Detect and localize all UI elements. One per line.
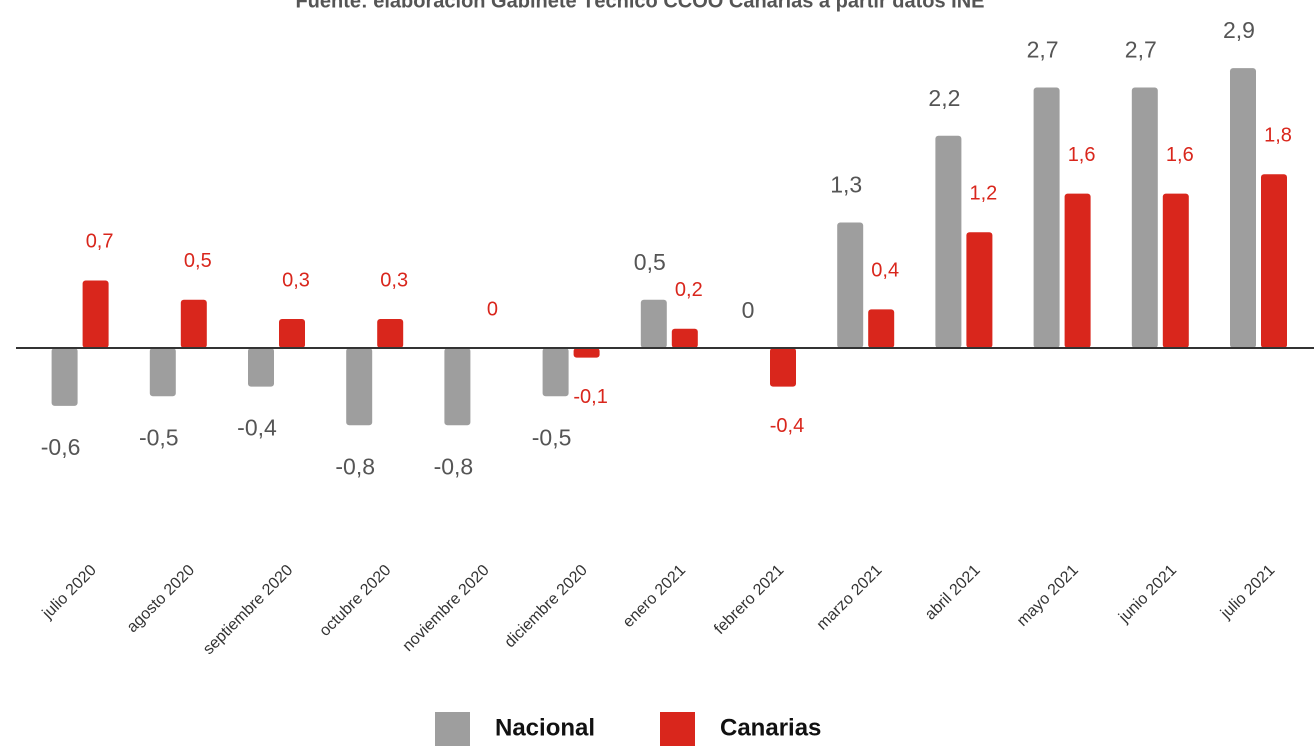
data-label: 1,6 [1166,144,1194,166]
bar [1064,193,1091,348]
data-label: 2,2 [928,85,960,111]
x-tick-label: noviembre 2020 [400,562,493,655]
bar [51,348,78,406]
bar [1230,68,1256,349]
legend-swatch [660,712,695,746]
data-label: -0,6 [41,434,81,460]
bar [1033,87,1060,348]
bar [149,348,176,397]
bar [868,309,895,348]
data-label: -0,8 [434,453,474,479]
data-label: 1,6 [1068,144,1096,166]
data-label: -0,4 [770,415,804,437]
bar [279,319,305,348]
x-tick-label: octubre 2020 [316,562,394,640]
data-label: -0,5 [532,424,572,450]
bar [1261,174,1287,348]
bar [346,348,373,426]
data-label: 1,2 [969,182,997,204]
data-label: -0,5 [139,424,179,450]
data-label: 0,5 [184,250,212,272]
legend-swatch [435,712,470,746]
x-tick-label: marzo 2021 [814,562,886,634]
bar [770,348,796,387]
x-tick-label: abril 2021 [922,562,984,624]
data-label: 0,7 [86,231,114,253]
data-label: 0 [742,297,755,323]
x-tick-label: mayo 2021 [1014,562,1082,630]
bar [180,299,207,348]
bar [1162,193,1189,348]
bar [377,319,404,348]
x-tick-label: febrero 2021 [711,562,787,638]
data-label: 0,3 [380,269,408,291]
data-label: 0,5 [634,249,666,275]
x-tick-label: septiembre 2020 [200,562,296,658]
bar [1131,87,1158,348]
data-label: 0,3 [282,269,310,291]
bar [837,222,864,348]
data-label: 2,7 [1125,37,1157,63]
x-tick-label: julio 2021 [1217,562,1278,623]
chart-subtitle: Fuente: elaboración Gabinete Técnico CCO… [295,0,984,12]
legend-label: Canarias [720,714,821,741]
x-tick-label: enero 2021 [620,562,689,631]
legend-label: Nacional [495,714,595,741]
data-label: 0,2 [675,279,703,301]
bar [935,135,962,348]
x-tick-label: junio 2021 [1115,562,1180,627]
x-tick-label: agosto 2020 [124,562,198,636]
x-tick-label: julio 2020 [39,562,100,623]
bar [966,232,993,348]
data-label: -0,8 [335,453,375,479]
bar [444,348,471,426]
bar [640,299,667,348]
bar [248,348,274,387]
data-label: 2,9 [1223,17,1255,43]
bar [82,280,109,348]
data-label: -0,1 [573,386,607,408]
bar [671,328,698,348]
x-tick-label: diciembre 2020 [502,562,591,651]
data-label: 0,4 [871,260,899,282]
data-label: 1,3 [830,172,862,198]
data-label: 2,7 [1027,37,1059,63]
bar [542,348,569,397]
bar [573,348,600,358]
data-label: 0 [487,298,498,320]
data-label: 1,8 [1264,125,1292,147]
data-label: -0,4 [237,415,277,441]
